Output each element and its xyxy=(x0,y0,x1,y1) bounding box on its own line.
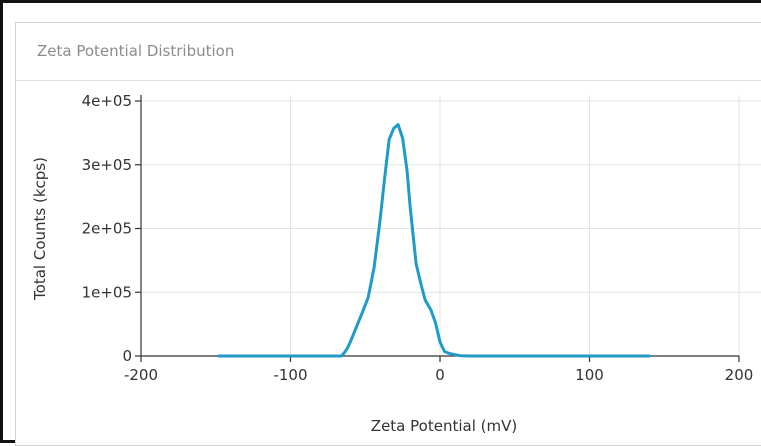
x-tick-label: -100 xyxy=(273,366,307,384)
x-axis-title: Zeta Potential (mV) xyxy=(371,417,517,435)
axis-titles: Zeta Potential (mV) Total Counts (kcps) xyxy=(31,157,517,435)
x-tick-label: -200 xyxy=(124,366,158,384)
chart-panel: Zeta Potential Distribution xyxy=(15,22,761,446)
x-tick-label: 200 xyxy=(725,366,754,384)
tick-labels: -200 -100 0 100 200 0 1e+05 2e+05 3e+05 4e+05 xyxy=(82,92,754,384)
y-axis-title: Total Counts (kcps) xyxy=(31,157,49,301)
y-tick-label: 2e+05 xyxy=(82,220,132,238)
y-tick-label: 4e+05 xyxy=(82,92,132,110)
x-tick-label: 0 xyxy=(435,366,445,384)
panel-header: Zeta Potential Distribution xyxy=(16,23,761,81)
series-line xyxy=(217,123,651,358)
zeta-potential-chart: -200 -100 0 100 200 0 1e+05 2e+05 3e+05 4e+05 Zet… xyxy=(31,92,761,435)
series-layer xyxy=(217,123,651,358)
y-tick-label: 3e+05 xyxy=(82,156,132,174)
grid xyxy=(141,95,761,356)
x-tick-label: 100 xyxy=(575,366,604,384)
y-tick-label: 0 xyxy=(122,347,132,365)
panel-title: Zeta Potential Distribution xyxy=(37,42,235,60)
y-tick-label: 1e+05 xyxy=(82,283,132,301)
